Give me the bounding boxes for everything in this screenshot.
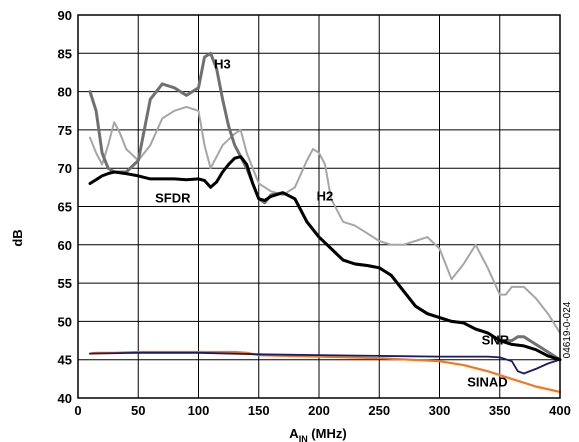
y-tick-label: 55 [58,276,72,291]
y-tick-label: 75 [58,123,72,138]
series-label-h3: H3 [214,57,231,72]
y-tick-label: 85 [58,46,72,61]
x-tick-label: 350 [489,403,511,418]
figure-id: 04619-0-024 [562,301,573,358]
series-labels: H3 SFDR H2 SNR SINAD [155,57,510,390]
x-tick-label: 250 [368,403,390,418]
series-line-snr [89,351,561,375]
x-tick-label: 150 [248,403,270,418]
series-group [88,51,562,393]
series-line-h2 [89,105,561,334]
series-label-snr: SNR [482,332,510,347]
x-axis-label: AIN (MHz) [289,426,346,442]
y-tick-label: 70 [58,161,72,176]
series-label-sinad: SINAD [467,375,507,390]
y-tick-label: 50 [58,314,72,329]
x-tick-labels: 0 50 100 150 200 250 300 350 400 [74,403,570,418]
plot-frame [77,14,561,399]
y-tick-label: 65 [58,200,72,215]
series-line-sfdr [88,155,562,362]
x-tick-label: 400 [549,403,571,418]
series-label-sfdr: SFDR [155,191,191,206]
x-axis-label-unit: (MHz) [308,426,347,441]
y-tick-label: 90 [58,8,72,23]
series-label-h2: H2 [317,188,334,203]
x-tick-label: 300 [429,403,451,418]
y-tick-labels: 40 45 50 55 60 65 70 75 80 85 90 [58,8,72,406]
x-axis-label-main: A [289,426,299,441]
x-tick-label: 100 [188,403,210,418]
x-axis-label-subscript: IN [299,434,308,442]
y-axis-label: dB [10,229,25,246]
x-tick-label: 200 [308,403,330,418]
x-tick-label: 50 [131,403,145,418]
y-tick-label: 40 [58,391,72,406]
x-tick-label: 0 [74,403,81,418]
y-tick-label: 80 [58,85,72,100]
y-tick-label: 45 [58,353,72,368]
y-tick-label: 60 [58,238,72,253]
